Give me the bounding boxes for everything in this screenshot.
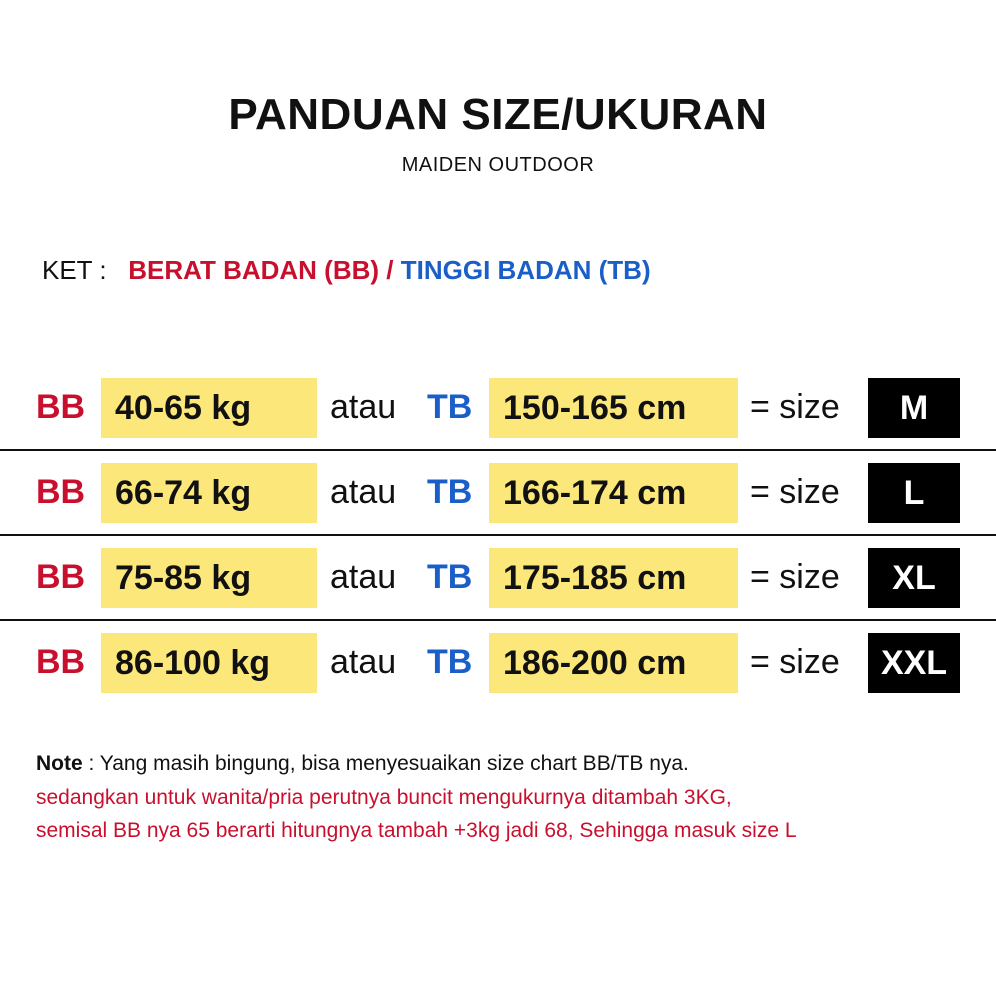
- legend-weight: BERAT BADAN (BB): [128, 255, 380, 285]
- equals-size-text: = size: [750, 388, 840, 426]
- size-badge: L: [868, 463, 960, 523]
- legend-height: TINGGI BADAN (TB): [400, 255, 651, 285]
- size-row: BB 66-74 kg atau TB 166-174 cm = size L: [0, 463, 996, 523]
- equals-size-text: = size: [750, 473, 840, 511]
- note-line-1: Note : Yang masih bingung, bisa menyesua…: [36, 752, 689, 776]
- size-row: BB 75-85 kg atau TB 175-185 cm = size XL: [0, 548, 996, 608]
- height-range: 186-200 cm: [489, 633, 738, 693]
- or-text: atau: [330, 558, 397, 596]
- or-text: atau: [330, 388, 397, 426]
- note-label: Note: [36, 752, 83, 775]
- weight-label: BB: [36, 473, 86, 511]
- row-divider: [0, 449, 996, 451]
- size-row: BB 40-65 kg atau TB 150-165 cm = size M: [0, 378, 996, 438]
- note-line-3: semisal BB nya 65 berarti hitungnya tamb…: [36, 819, 797, 842]
- weight-range: 66-74 kg: [101, 463, 317, 523]
- height-range: 150-165 cm: [489, 378, 738, 438]
- weight-range: 75-85 kg: [101, 548, 317, 608]
- height-label: TB: [427, 558, 473, 596]
- row-divider: [0, 534, 996, 536]
- weight-range: 40-65 kg: [101, 378, 317, 438]
- weight-label: BB: [36, 643, 86, 681]
- weight-label: BB: [36, 388, 86, 426]
- size-badge: XL: [868, 548, 960, 608]
- size-badge: M: [868, 378, 960, 438]
- note-text: : Yang masih bingung, bisa menyesuaikan …: [82, 752, 689, 775]
- equals-size-text: = size: [750, 558, 840, 596]
- equals-size-text: = size: [750, 643, 840, 681]
- note-line-2: sedangkan untuk wanita/pria perutnya bun…: [36, 786, 732, 809]
- height-range: 175-185 cm: [489, 548, 738, 608]
- height-range: 166-174 cm: [489, 463, 738, 523]
- size-row: BB 86-100 kg atau TB 186-200 cm = size XXL: [0, 633, 996, 693]
- height-label: TB: [427, 473, 473, 511]
- page-title: PANDUAN SIZE/UKURAN: [228, 90, 768, 139]
- size-badge: XXL: [868, 633, 960, 693]
- weight-label: BB: [36, 558, 86, 596]
- height-label: TB: [427, 643, 473, 681]
- height-label: TB: [427, 388, 473, 426]
- legend-prefix: KET :: [42, 255, 107, 285]
- legend-separator: /: [386, 255, 394, 285]
- or-text: atau: [330, 473, 397, 511]
- brand-subtitle: MAIDEN OUTDOOR: [401, 154, 595, 176]
- weight-range: 86-100 kg: [101, 633, 317, 693]
- legend: KET : BERAT BADAN (BB) / TINGGI BADAN (T…: [42, 255, 651, 286]
- row-divider: [0, 619, 996, 621]
- or-text: atau: [330, 643, 397, 681]
